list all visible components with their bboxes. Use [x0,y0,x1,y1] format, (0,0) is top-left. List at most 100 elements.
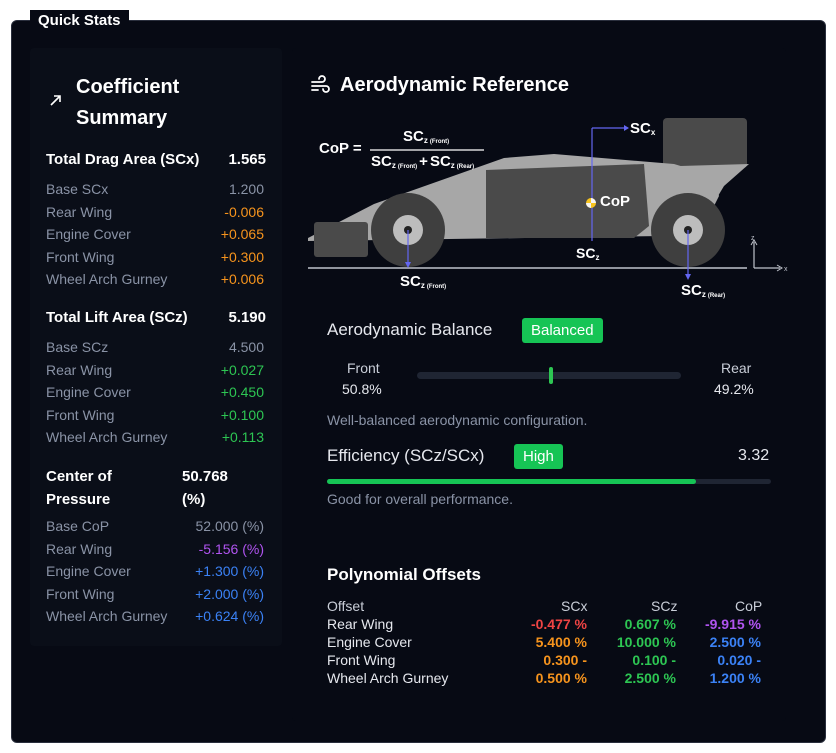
offset-name: Wheel Arch Gurney [327,670,449,686]
cop-equation-numerator: SCz (Front) [403,128,449,145]
cop-equation-lhs: CoP = [319,140,362,157]
rear-force-arrow [685,274,691,280]
coefficient-row-value: +0.113 [221,429,264,445]
coefficient-row-value: +0.027 [220,361,264,378]
offset-name: Engine Cover [327,634,412,650]
header-offset: Offset [327,598,365,614]
cop-marker-quarters [586,198,596,208]
cop-value-line2: (%) [182,491,206,508]
axis-x-label: x [784,266,788,273]
coefficient-row: Base SCz 4.500 [46,339,264,359]
scz-rear-label: SCz (Rear) [681,282,725,299]
rear-wing-shape [663,118,747,168]
offset-scz: 2.500 % [624,670,676,686]
balance-marker [549,367,554,384]
offset-row: Rear Wing -0.477 % 0.607 % -9.915 % [327,616,772,634]
coefficient-row: Base SCx 1.200 [46,181,264,201]
balance-label: Aerodynamic Balance [327,320,493,339]
car-aero-diagram: z x SCx CoP SCz SCz (Front) SCz (Rear) CoP… [308,118,788,299]
coefficient-row-value: +1.300 (%) [195,563,264,579]
coefficient-row-label: Engine Cover [46,384,131,400]
coefficient-row: Rear Wing -5.156 (%) [46,541,264,561]
coefficient-row-label: Base SCz [46,339,109,355]
offset-scz: 10.000 % [616,634,676,650]
offset-name: Front Wing [327,652,396,668]
offset-scz: 0.100 - [632,652,676,668]
offset-scx: 0.300 - [543,652,587,668]
offset-scx: 5.400 % [535,634,587,650]
coefficient-row-value: +0.300 [220,248,264,265]
cop-equation-denominator: SCz (Front) + SCz (Rear) [371,153,474,170]
efficiency-track [327,479,771,484]
header-cop: CoP [735,598,763,614]
coefficient-row-label: Front Wing [46,585,115,602]
cop-marker-label: CoP [600,193,630,210]
car-sidepod [486,164,649,238]
coefficient-row-value: +2.000 (%) [195,585,264,602]
coefficient-row: Front Wing +0.100 [46,407,264,427]
offset-scx: 0.500 % [535,670,587,686]
offset-row: Front Wing 0.300 - 0.100 - 0.020 - [327,652,772,670]
efficiency-fill [327,479,696,484]
header-scz: SCz [651,598,678,614]
offset-row: Engine Cover 5.400 % 10.000 % 2.500 % [327,634,772,652]
coefficient-row-label: Base CoP [46,518,110,534]
coefficient-row-label: Rear Wing [46,540,113,557]
total-lift-value: 5.190 [228,309,266,326]
cop-label: Center of Pressure [46,465,112,511]
coefficient-row: Base CoP 52.000 (%) [46,518,264,538]
coefficient-row-label: Front Wing [46,406,115,423]
cop-label-line2: Pressure [46,491,111,508]
total-drag-value: 1.565 [228,151,266,168]
coefficient-row: Rear Wing +0.027 [46,362,264,382]
coefficient-row-value: 1.200 [228,181,264,197]
offset-name: Rear Wing [327,616,394,632]
balance-badge: Balanced [522,318,603,343]
coefficient-row: Rear Wing -0.006 [46,204,264,224]
offset-scx: -0.477 % [530,616,587,632]
scx-label: SCx [630,120,656,137]
polynomial-offsets-table: Polynomial Offsets Offset SCx SCz CoP Re… [312,547,786,707]
coefficient-row-label: Rear Wing [46,361,113,378]
offset-scz: 0.607 % [624,616,676,632]
header-scx: SCx [561,598,588,614]
x-axis-arrow [776,264,783,272]
coefficient-row-value: -5.156 (%) [198,540,264,557]
front-value: 50.8% [342,381,382,397]
coefficient-row-label: Front Wing [46,248,115,265]
balance-note: Well-balanced aerodynamic configuration. [327,412,588,428]
coefficient-row-label: Wheel Arch Gurney [46,271,168,287]
coefficient-row-value: +0.100 [220,406,264,423]
balance-track [417,367,681,384]
arrow-up-right-icon [50,95,61,106]
offset-cop: 2.500 % [709,634,761,650]
total-lift-label: Total Lift Area (SCz) [46,309,188,326]
coefficient-summary-title: Coefficient Summary [76,76,180,129]
polynomial-offsets-title: Polynomial Offsets [327,565,481,584]
scz-center-label: SCz [576,245,599,262]
front-wing-shape [314,222,368,257]
coefficient-row-value: +0.065 [220,226,264,242]
coefficient-row: Engine Cover +1.300 (%) [46,563,264,583]
coefficient-row-label: Base SCx [46,181,109,197]
engine-cover-shape [680,164,749,206]
efficiency-badge: High [514,444,563,469]
coefficient-row-value: -0.006 [224,203,264,220]
coefficient-row: Engine Cover +0.450 [46,384,264,404]
quick-stats-title: Quick Stats [30,10,129,32]
efficiency-note: Good for overall performance. [327,491,513,507]
coefficient-row-value: +0.450 [220,384,264,400]
coefficient-row-label: Wheel Arch Gurney [46,608,168,624]
axis-z-label: z [751,235,755,242]
coefficient-row: Wheel Arch Gurney +0.624 (%) [46,608,264,628]
front-label: Front [347,360,380,376]
z-axis-arrow [750,239,758,246]
efficiency-value: 3.32 [738,447,770,464]
total-drag-label: Total Drag Area (SCx) [46,151,200,168]
coefficient-row: Wheel Arch Gurney +0.006 [46,271,264,291]
coefficient-row-label: Engine Cover [46,226,131,242]
coefficient-row-label: Wheel Arch Gurney [46,429,168,445]
rear-label: Rear [721,360,752,376]
coefficient-row-label: Engine Cover [46,563,131,579]
coefficient-row-label: Rear Wing [46,203,113,220]
